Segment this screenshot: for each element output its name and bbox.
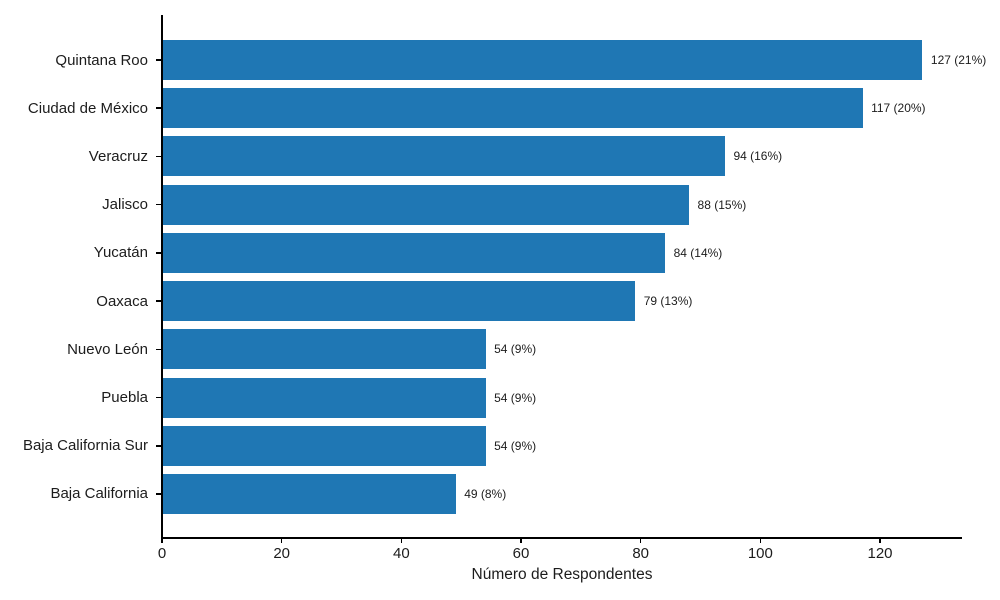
x-tick-label: 80 — [632, 545, 650, 562]
x-tick-label: 120 — [867, 545, 893, 562]
bar-baja-california — [162, 473, 456, 514]
bar-value-label: 54 (9%) — [494, 390, 537, 405]
bar-oaxaca — [162, 281, 636, 322]
category-label: Baja California Sur — [22, 437, 148, 455]
bar-baja-california-sur — [162, 425, 486, 466]
y-tick-mark — [156, 252, 161, 254]
x-tick-mark — [639, 538, 642, 543]
y-tick-mark — [156, 348, 161, 351]
x-tick-mark — [520, 538, 522, 543]
bar-value-label: 117 (20%) — [871, 101, 926, 116]
bar-veracruz — [162, 136, 725, 177]
bar-jalisco — [162, 184, 690, 225]
y-tick-mark — [156, 493, 161, 495]
y-tick-mark — [156, 445, 161, 447]
x-axis-title: Número de Respondentes — [471, 566, 653, 583]
x-tick-mark — [759, 538, 762, 543]
category-label: Baja California — [50, 485, 148, 503]
bar-value-label: 88 (15%) — [697, 197, 747, 212]
y-tick-mark — [156, 59, 161, 61]
bar-yucat-n — [162, 232, 666, 273]
x-tick-mark — [879, 538, 881, 543]
bar-ciudad-de-m-xico — [162, 88, 863, 129]
x-tick-label: 20 — [273, 545, 290, 562]
bar-value-label: 79 (13%) — [643, 294, 693, 309]
y-tick-mark — [156, 155, 161, 158]
bar-nuevo-le-n — [162, 329, 486, 370]
category-label: Nuevo León — [67, 340, 148, 358]
bar-value-label: 49 (8%) — [464, 486, 507, 501]
category-label: Veracruz — [88, 147, 148, 165]
y-axis-spine — [161, 15, 163, 538]
x-axis-spine — [161, 537, 962, 539]
bar-value-label: 94 (16%) — [733, 149, 783, 164]
category-label: Quintana Roo — [55, 51, 148, 69]
y-tick-mark — [156, 203, 161, 206]
category-label: Oaxaca — [96, 292, 148, 310]
bar-value-label: 54 (9%) — [494, 342, 537, 357]
x-tick-mark — [280, 538, 283, 543]
bar-puebla — [162, 377, 486, 418]
category-label: Puebla — [101, 389, 148, 407]
x-tick-mark — [400, 538, 403, 543]
y-tick-mark — [156, 107, 161, 109]
x-tick-label: 60 — [512, 545, 530, 562]
category-label: Jalisco — [102, 196, 148, 214]
bar-value-label: 84 (14%) — [673, 245, 723, 260]
y-tick-mark — [156, 300, 161, 302]
bar-quintana-roo — [162, 40, 923, 80]
bar-value-label: 54 (9%) — [494, 438, 537, 453]
x-tick-label: 40 — [392, 545, 410, 562]
bar-value-label: 127 (21%) — [930, 53, 987, 67]
category-label: Ciudad de México — [27, 99, 148, 117]
x-tick-label: 0 — [157, 545, 167, 562]
category-label: Yucatán — [93, 244, 148, 262]
x-tick-mark — [161, 538, 163, 543]
y-tick-mark — [156, 396, 161, 399]
x-tick-label: 100 — [747, 545, 773, 562]
